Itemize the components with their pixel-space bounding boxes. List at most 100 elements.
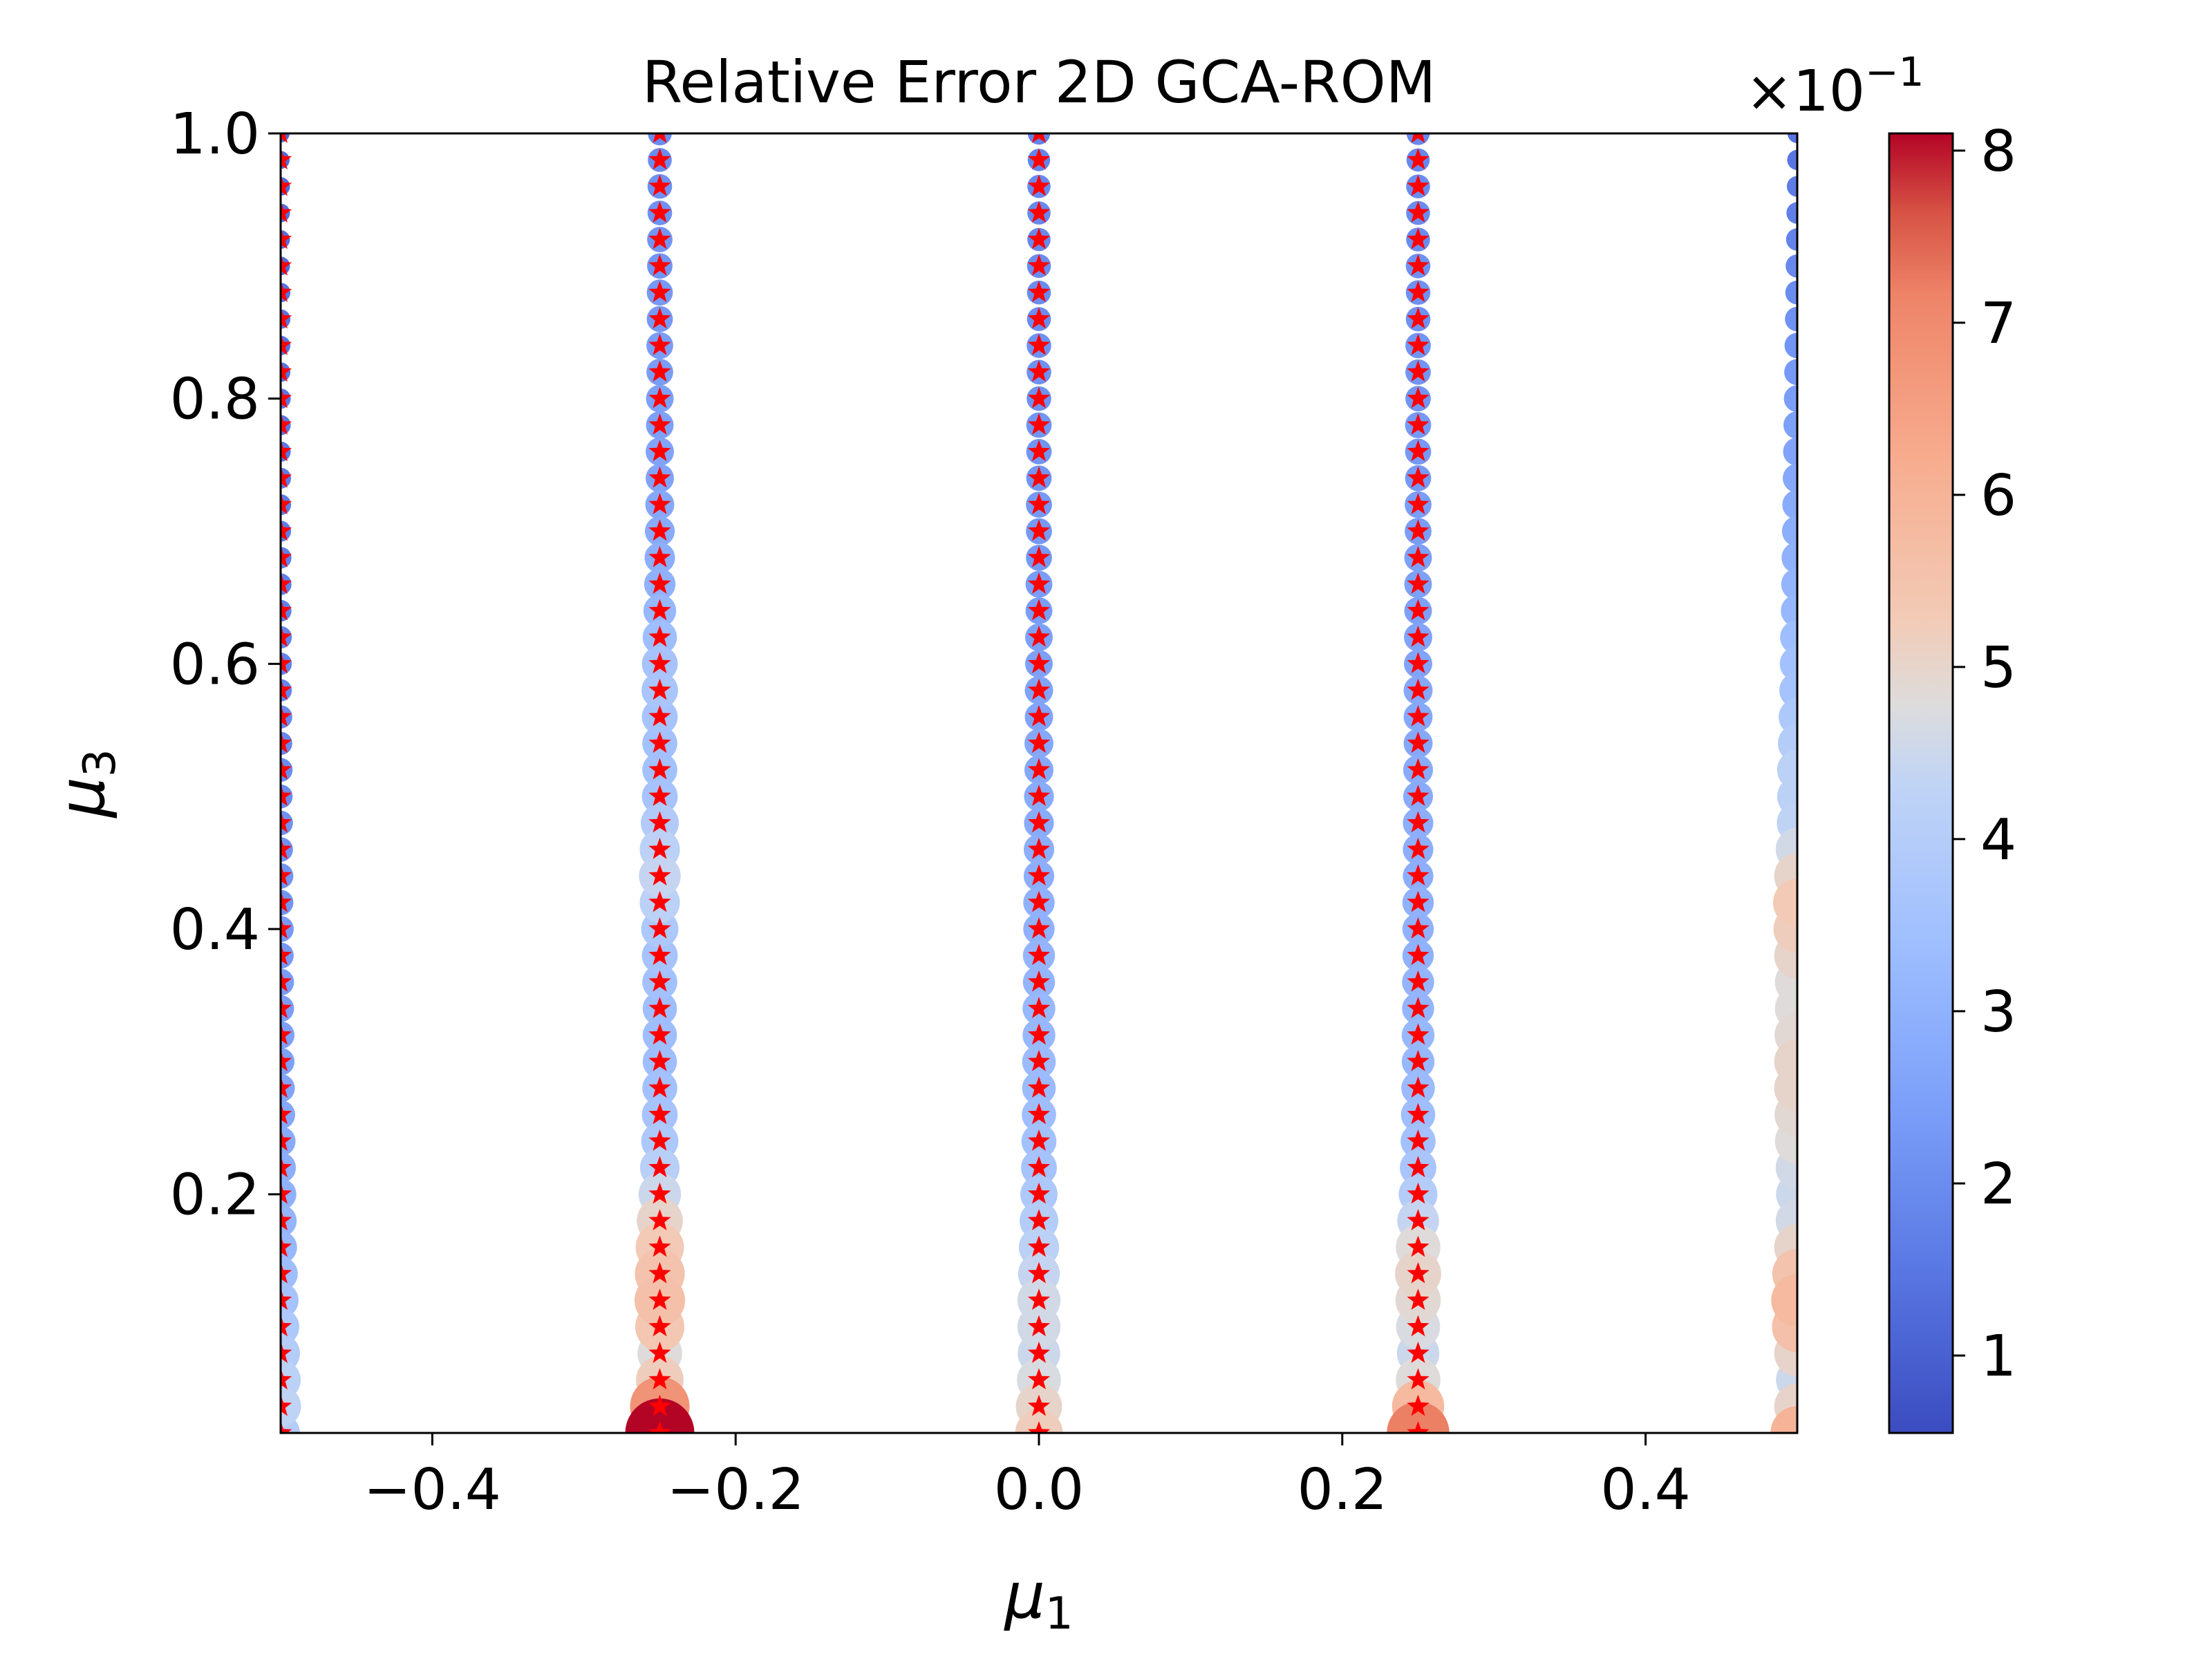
training-star-marker: [648, 1394, 671, 1416]
training-star-marker: [1027, 837, 1051, 859]
colorbar-tick-label: 2: [1980, 1152, 2016, 1217]
training-star-marker: [1407, 493, 1430, 514]
training-star-marker: [1407, 1262, 1430, 1284]
training-star-marker: [1407, 731, 1430, 753]
training-star-marker: [1407, 811, 1430, 833]
training-star-marker: [1407, 174, 1430, 196]
error-point: [1781, 594, 1797, 628]
training-star-marker: [1407, 599, 1430, 621]
training-star-marker: [1027, 652, 1051, 674]
colorbar-tick-label: 8: [1980, 119, 2016, 185]
training-star-marker: [1027, 440, 1051, 462]
y-axis: 0.2 0.4 0.6 0.8 1.0: [170, 102, 281, 1228]
training-star-marker: [1407, 1182, 1430, 1204]
training-star-marker: [281, 1023, 292, 1045]
training-star-marker: [281, 1076, 292, 1098]
training-star-marker: [648, 1209, 671, 1230]
x-tick-label: 0.4: [1600, 1457, 1690, 1523]
training-star-marker: [1407, 254, 1430, 276]
training-star-marker: [281, 307, 292, 329]
training-star-marker: [1027, 1209, 1051, 1230]
training-star-marker: [281, 970, 292, 992]
training-star-marker: [1407, 307, 1430, 329]
training-star-marker: [281, 758, 292, 780]
training-star-marker: [648, 227, 671, 250]
training-star-marker: [281, 785, 292, 806]
training-star-marker: [281, 1262, 292, 1284]
training-star-marker: [281, 1394, 292, 1416]
training-star-marker: [1407, 201, 1430, 223]
x-axis-label: μ1: [1003, 1559, 1073, 1640]
training-star-marker: [1027, 493, 1051, 514]
training-star-marker: [281, 997, 292, 1018]
training-star-marker: [1407, 1421, 1430, 1433]
error-point: [1387, 1401, 1450, 1433]
training-star-marker: [281, 281, 292, 302]
training-star-marker: [1027, 572, 1051, 594]
training-star-marker: [1407, 1394, 1430, 1416]
training-star-marker: [281, 1341, 292, 1363]
training-star-marker: [1027, 970, 1051, 992]
training-star-marker: [1407, 678, 1430, 700]
training-star-marker: [648, 1023, 671, 1045]
training-star-marker: [1407, 386, 1430, 409]
training-star-marker: [648, 572, 671, 594]
training-star-marker: [1027, 731, 1051, 753]
colorbar-offset-label: ×10−1: [1745, 48, 1924, 124]
training-star-marker: [1027, 864, 1051, 885]
training-star-marker: [1407, 440, 1430, 462]
error-point: [281, 1386, 301, 1427]
training-star-marker: [1407, 758, 1430, 780]
error-point: [1785, 254, 1797, 278]
training-star-marker: [1027, 785, 1051, 806]
training-star-marker: [281, 811, 292, 833]
training-star-marker: [648, 1130, 671, 1151]
training-star-marker: [1027, 307, 1051, 329]
training-star-marker: [1407, 970, 1430, 992]
error-point: [1784, 332, 1797, 359]
training-star-marker: [648, 1421, 671, 1433]
error-point: [1784, 359, 1797, 386]
error-point: [1783, 463, 1797, 493]
training-star-marker: [1027, 1049, 1051, 1071]
training-star-marker: [648, 678, 671, 700]
training-star-marker: [281, 254, 292, 276]
error-point: [1781, 542, 1797, 574]
training-star-marker: [1407, 997, 1430, 1018]
error-point: [1015, 1409, 1063, 1433]
error-point: [281, 1257, 298, 1291]
training-star-marker: [281, 413, 292, 435]
training-star-marker: [1027, 1262, 1051, 1284]
training-star-marker: [281, 1368, 292, 1389]
training-star-marker: [1407, 519, 1430, 541]
training-star-marker: [281, 917, 292, 939]
colorbar-gradient: [1889, 133, 1953, 1433]
training-star-marker: [1027, 1394, 1051, 1416]
training-star-marker: [281, 227, 292, 250]
training-star-marker: [281, 864, 292, 885]
error-point: [1774, 1038, 1797, 1085]
training-star-marker: [648, 174, 671, 196]
training-star-marker: [281, 705, 292, 727]
training-star-marker: [281, 1049, 292, 1071]
training-star-marker: [648, 1288, 671, 1310]
training-star-marker: [1027, 1130, 1051, 1151]
training-star-marker: [1027, 1421, 1051, 1433]
training-star-marker: [1027, 1235, 1051, 1257]
training-star-marker: [1407, 227, 1430, 250]
training-star-marker: [281, 1315, 292, 1337]
training-star-marker: [281, 133, 288, 143]
error-point: [1786, 176, 1797, 197]
error-point: [1770, 1406, 1797, 1433]
training-star-marker: [1027, 519, 1051, 541]
training-star-marker: [1027, 413, 1051, 435]
training-star-marker: [1027, 333, 1051, 355]
training-star-marker: [1407, 466, 1430, 488]
training-star-marker: [1027, 1023, 1051, 1045]
training-star-marker: [1032, 133, 1046, 143]
training-star-marker: [1027, 466, 1051, 488]
training-star-marker: [1027, 890, 1051, 912]
error-point: [1786, 202, 1797, 224]
training-star-marker: [648, 1262, 671, 1284]
training-star-marker: [281, 386, 292, 409]
